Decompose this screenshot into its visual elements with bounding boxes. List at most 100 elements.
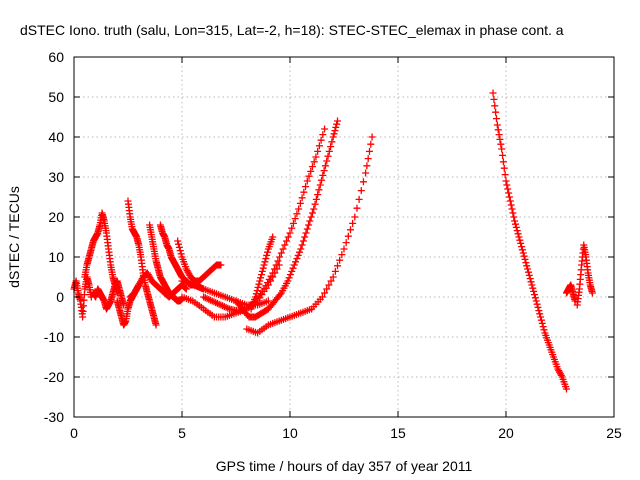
data-point [315, 186, 323, 194]
data-point [495, 131, 503, 139]
data-point [531, 291, 539, 299]
data-point [315, 142, 323, 150]
y-tick-label: -30 [44, 409, 64, 425]
data-point [331, 127, 339, 135]
data-point [252, 290, 260, 298]
data-point [262, 255, 270, 263]
data-point [514, 230, 522, 238]
data-point [497, 140, 505, 148]
data-point [279, 245, 287, 253]
data-point [523, 262, 531, 270]
data-point [321, 289, 329, 297]
data-point [512, 220, 520, 228]
data-point [263, 251, 271, 259]
data-point [321, 125, 329, 133]
data-point [293, 210, 301, 218]
data-point [317, 136, 325, 144]
data-point [182, 285, 190, 293]
data-point [364, 155, 372, 163]
data-point [272, 261, 280, 269]
data-point [355, 195, 363, 203]
data-point [176, 247, 184, 255]
y-axis-label: dSTEC / TECUs [6, 186, 22, 288]
data-point [499, 158, 507, 166]
data-point [492, 115, 500, 123]
data-point [499, 151, 507, 159]
data-point [289, 264, 297, 272]
data-point [307, 167, 315, 175]
data-point [338, 251, 346, 259]
data-point [319, 131, 327, 139]
data-point [300, 188, 308, 196]
data-point [503, 181, 511, 189]
data-point [296, 248, 304, 256]
axis-ticks: 0 5 10 15 20 25 -30 -20 -10 0 10 20 30 40 50 60 [44, 49, 622, 441]
data-point [324, 152, 332, 160]
data-point [295, 205, 303, 213]
data-point [365, 147, 373, 155]
data-point [494, 126, 502, 134]
data-point [253, 287, 261, 295]
data-point [217, 261, 225, 269]
data-point [491, 102, 499, 110]
x-tick-label: 0 [70, 425, 78, 441]
data-point [342, 239, 350, 247]
data-point [302, 229, 310, 237]
data-point [334, 117, 342, 125]
data-point [489, 89, 497, 97]
x-tick-label: 10 [282, 425, 298, 441]
data-point [305, 172, 313, 180]
x-tick-label: 20 [498, 425, 514, 441]
data-point [254, 283, 262, 291]
data-point [284, 277, 292, 285]
data-point [528, 281, 536, 289]
data-point [506, 197, 514, 205]
x-tick-label: 5 [178, 425, 186, 441]
data-point [325, 281, 333, 289]
data-point [537, 313, 545, 321]
data-point [501, 171, 509, 179]
data-point [308, 163, 316, 171]
data-point [507, 201, 515, 209]
data-point [538, 319, 546, 327]
data-point [505, 193, 513, 201]
data-point [269, 269, 277, 277]
data-point [289, 219, 297, 227]
data-point [288, 267, 296, 275]
data-point [520, 252, 528, 260]
data-point [340, 245, 348, 253]
data-point [120, 301, 128, 309]
data-point [301, 233, 309, 241]
data-point [298, 194, 306, 202]
data-point [152, 321, 160, 329]
data-point [540, 326, 548, 334]
data-point [359, 178, 367, 186]
data-point [513, 227, 521, 235]
data-point [277, 249, 285, 257]
data-point [260, 261, 268, 269]
data-point [588, 289, 596, 297]
data-point [267, 272, 275, 280]
data-point [290, 261, 298, 269]
y-tick-label: 60 [48, 49, 64, 65]
y-tick-label: 10 [48, 249, 64, 265]
data-point [510, 213, 518, 221]
data-point [333, 120, 341, 128]
plot-frame [73, 56, 615, 418]
y-tick-label: 0 [56, 289, 64, 305]
data-point [297, 245, 305, 253]
data-point [285, 274, 293, 282]
y-tick-label: 40 [48, 129, 64, 145]
data-point [496, 135, 504, 143]
data-point [502, 177, 510, 185]
data-point [353, 204, 361, 212]
data-point [529, 284, 537, 292]
data-point [368, 133, 376, 141]
data-point [312, 153, 320, 161]
data-point [276, 291, 284, 299]
data-point [283, 237, 291, 245]
data-point [562, 385, 570, 393]
data-point [264, 297, 272, 305]
data-point [321, 162, 329, 170]
